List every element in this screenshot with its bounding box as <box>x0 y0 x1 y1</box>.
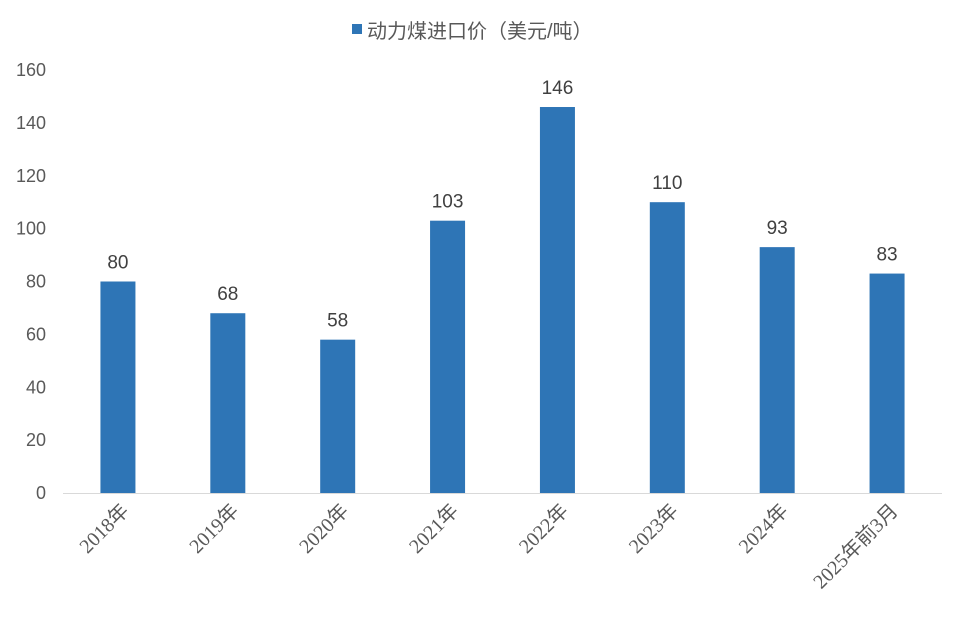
data-label: 93 <box>767 218 788 239</box>
bar-8 <box>869 273 905 493</box>
data-label: 146 <box>542 78 574 99</box>
y-tick-label: 80 <box>26 272 46 292</box>
bar-1 <box>100 281 136 493</box>
x-tick-label: 2020年 <box>295 499 354 558</box>
legend: 动力煤进口价（美元/吨） <box>352 20 593 43</box>
x-tick-label: 2021年 <box>404 499 463 558</box>
x-tick-label: 2018年 <box>75 499 134 558</box>
data-label: 103 <box>432 192 464 213</box>
data-label: 68 <box>217 284 238 305</box>
y-tick-label: 20 <box>26 430 46 450</box>
data-label: 83 <box>876 245 897 266</box>
y-tick-label: 0 <box>36 483 46 503</box>
bar-5 <box>539 107 575 493</box>
y-tick-label: 100 <box>16 219 46 239</box>
y-tick-label: 120 <box>16 166 46 186</box>
x-tick-label: 2022年 <box>514 499 573 558</box>
data-label: 110 <box>652 173 682 194</box>
y-tick-label: 140 <box>16 113 46 133</box>
bar-3 <box>320 339 356 493</box>
legend-label: 动力煤进口价（美元/吨） <box>367 20 593 43</box>
data-label: 80 <box>107 253 128 274</box>
y-tick-label: 60 <box>26 324 46 344</box>
data-label: 58 <box>327 311 348 332</box>
y-tick-label: 40 <box>26 377 46 397</box>
legend-swatch <box>352 24 362 34</box>
bar-6 <box>649 202 685 493</box>
bar-4 <box>430 220 466 493</box>
bar-2 <box>210 313 246 493</box>
bar-7 <box>759 247 795 493</box>
x-tick-label: 2019年 <box>185 499 244 558</box>
y-tick-label: 160 <box>16 60 46 80</box>
x-tick-label: 2025年前3月 <box>809 499 903 593</box>
x-tick-label: 2024年 <box>734 499 793 558</box>
x-tick-label: 2023年 <box>624 499 683 558</box>
